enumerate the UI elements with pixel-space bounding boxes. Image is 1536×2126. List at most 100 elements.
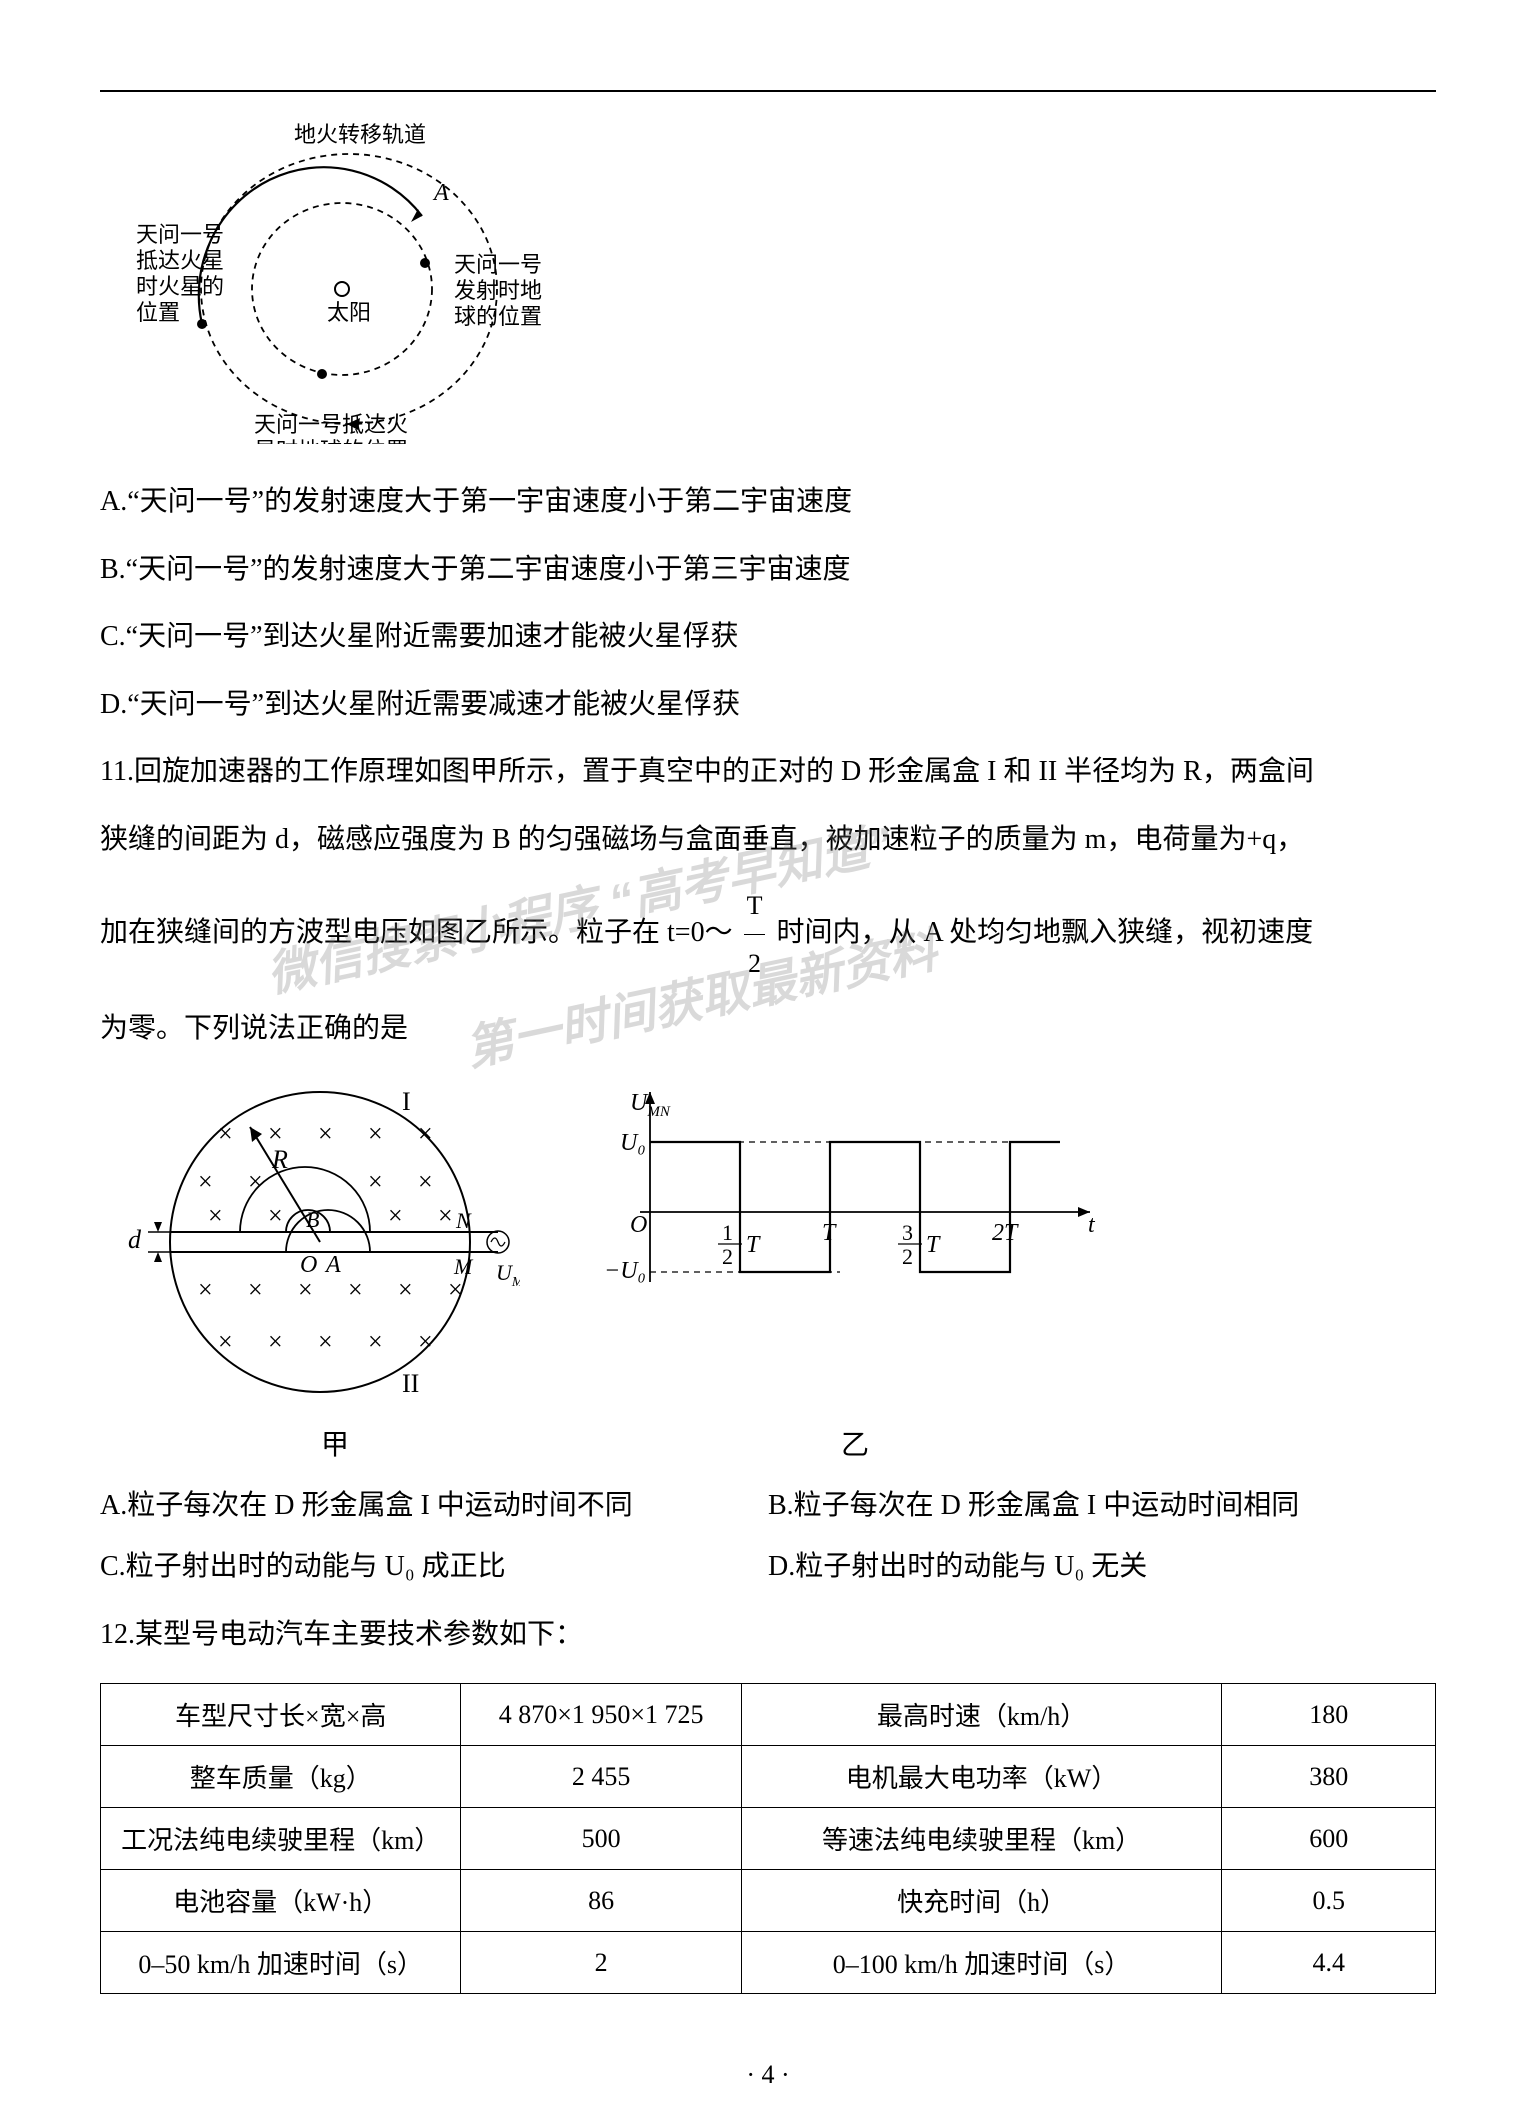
- table-cell: 整车质量（kg）: [101, 1746, 461, 1808]
- q10-option-c: C.“天问一号”到达火星附近需要加速才能被火星俘获: [100, 606, 1436, 668]
- svg-text:d: d: [128, 1225, 142, 1254]
- q11-option-b: B.粒子每次在 D 形金属盒 I 中运动时间相同: [768, 1475, 1436, 1537]
- svg-text:×: ×: [318, 1327, 333, 1356]
- svg-text:×: ×: [368, 1327, 383, 1356]
- table-row: 0–50 km/h 加速时间（s）20–100 km/h 加速时间（s）4.4: [101, 1932, 1436, 1994]
- q12-stem: 12.某型号电动汽车主要技术参数如下：: [100, 1604, 1436, 1666]
- svg-text:×: ×: [248, 1167, 263, 1196]
- svg-text:×: ×: [318, 1119, 333, 1148]
- svg-text:I: I: [402, 1087, 411, 1116]
- launch-pos-label: 天问一号发射时地球的位置: [454, 252, 542, 329]
- q11-stem-1: 11.回旋加速器的工作原理如图甲所示，置于真空中的正对的 D 形金属盒 I 和 …: [100, 741, 1436, 803]
- table-cell: 180: [1222, 1684, 1436, 1746]
- table-cell: 380: [1222, 1746, 1436, 1808]
- table-cell: 电池容量（kW·h）: [101, 1870, 461, 1932]
- svg-text:O: O: [300, 1252, 317, 1278]
- mars-pos-label: 天问一号抵达火星时火星的位置: [136, 222, 224, 325]
- table-cell: 4.4: [1222, 1932, 1436, 1994]
- q10-option-d: D.“天问一号”到达火星附近需要减速才能被火星俘获: [100, 674, 1436, 736]
- caption-right: 乙: [590, 1423, 1120, 1463]
- table-cell: 4 870×1 950×1 725: [461, 1684, 741, 1746]
- svg-text:×: ×: [218, 1327, 233, 1356]
- horizontal-rule: [100, 90, 1436, 92]
- point-A-label: A: [432, 180, 449, 206]
- svg-text:2T: 2T: [992, 1220, 1019, 1246]
- svg-text:×: ×: [298, 1275, 313, 1304]
- orbit-diagram: 太阳 地火转移轨道 A 天问一号抵达火星时火星的位置 天问一号发射时地球的位置 …: [124, 114, 1436, 449]
- svg-text:×: ×: [208, 1201, 223, 1230]
- q11-stem-4: 为零。下列说法正确的是: [100, 998, 1436, 1060]
- waveform-diagram: UMN U₀ −U₀ O t 1 2 T T 3 2 T 2T: [590, 1072, 1120, 1322]
- q11-stem-2: 狭缝的间距为 d，磁感应强度为 B 的匀强磁场与盒面垂直，被加速粒子的质量为 m…: [100, 809, 1436, 871]
- table-cell: 0–100 km/h 加速时间（s）: [741, 1932, 1222, 1994]
- svg-text:3: 3: [902, 1220, 913, 1245]
- svg-text:×: ×: [418, 1119, 433, 1148]
- q12-spec-table: 车型尺寸长×宽×高4 870×1 950×1 725最高时速（km/h）180整…: [100, 1683, 1436, 1994]
- svg-text:1: 1: [722, 1220, 733, 1245]
- table-cell: 2: [461, 1932, 741, 1994]
- svg-text:×: ×: [268, 1201, 283, 1230]
- q11-options-row1: A.粒子每次在 D 形金属盒 I 中运动时间不同 B.粒子每次在 D 形金属盒 …: [100, 1475, 1436, 1537]
- svg-text:×: ×: [268, 1327, 283, 1356]
- transfer-orbit-label: 地火转移轨道: [294, 122, 426, 147]
- svg-text:O: O: [630, 1212, 647, 1238]
- q11-option-c: C.粒子射出时的动能与 U₀ 成正比: [100, 1536, 768, 1598]
- q11-captions: 甲 乙: [100, 1423, 1436, 1463]
- svg-text:×: ×: [248, 1275, 263, 1304]
- fraction-T-over-2: T 2: [744, 877, 766, 992]
- caption-left: 甲: [100, 1423, 570, 1463]
- svg-text:t: t: [1088, 1212, 1096, 1238]
- table-row: 电池容量（kW·h）86快充时间（h）0.5: [101, 1870, 1436, 1932]
- table-cell: 500: [461, 1808, 741, 1870]
- svg-text:II: II: [402, 1369, 419, 1398]
- svg-text:A: A: [324, 1252, 341, 1278]
- q11-options-row2: C.粒子射出时的动能与 U₀ 成正比 D.粒子射出时的动能与 U₀ 无关: [100, 1536, 1436, 1598]
- q11-stem-3: 加在狭缝间的方波型电压如图乙所示。粒子在 t=0～ T 2 时间内，从 A 处均…: [100, 877, 1436, 992]
- svg-text:×: ×: [368, 1119, 383, 1148]
- table-cell: 电机最大电功率（kW）: [741, 1746, 1222, 1808]
- svg-text:2: 2: [902, 1244, 913, 1269]
- svg-text:2: 2: [722, 1244, 733, 1269]
- svg-text:B: B: [306, 1207, 319, 1232]
- table-cell: 2 455: [461, 1746, 741, 1808]
- svg-text:×: ×: [198, 1167, 213, 1196]
- earth-arrival-label: 天问一号抵达火星时地球的位置: [254, 412, 408, 444]
- table-row: 整车质量（kg）2 455电机最大电功率（kW）380: [101, 1746, 1436, 1808]
- table-row: 工况法纯电续驶里程（km）500等速法纯电续驶里程（km）600: [101, 1808, 1436, 1870]
- svg-text:T: T: [926, 1232, 941, 1258]
- svg-text:UMN: UMN: [496, 1260, 520, 1290]
- table-cell: 600: [1222, 1808, 1436, 1870]
- q10-option-a: A.“天问一号”的发射速度大于第一宇宙速度小于第二宇宙速度: [100, 471, 1436, 533]
- svg-text:R: R: [271, 1145, 288, 1174]
- sun-label: 太阳: [327, 300, 371, 325]
- svg-text:×: ×: [418, 1327, 433, 1356]
- svg-text:×: ×: [398, 1275, 413, 1304]
- svg-text:×: ×: [218, 1119, 233, 1148]
- svg-text:×: ×: [418, 1167, 433, 1196]
- table-cell: 86: [461, 1870, 741, 1932]
- svg-text:×: ×: [448, 1275, 463, 1304]
- svg-text:−U₀: −U₀: [604, 1258, 646, 1284]
- q10-option-b: B.“天问一号”的发射速度大于第二宇宙速度小于第三宇宙速度: [100, 539, 1436, 601]
- table-row: 车型尺寸长×宽×高4 870×1 950×1 725最高时速（km/h）180: [101, 1684, 1436, 1746]
- q11-option-d: D.粒子射出时的动能与 U₀ 无关: [768, 1536, 1436, 1598]
- cyclotron-diagram: ××××× ×××× ×××× ×××××× ××××× R d B O A: [100, 1072, 520, 1412]
- svg-text:×: ×: [388, 1201, 403, 1230]
- svg-text:×: ×: [368, 1167, 383, 1196]
- page-number: · 4 ·: [0, 2060, 1536, 2090]
- q11-diagrams: ××××× ×××× ×××× ×××××× ××××× R d B O A: [100, 1072, 1436, 1417]
- table-cell: 快充时间（h）: [741, 1870, 1222, 1932]
- table-cell: 0–50 km/h 加速时间（s）: [101, 1932, 461, 1994]
- svg-text:×: ×: [438, 1201, 453, 1230]
- table-cell: 等速法纯电续驶里程（km）: [741, 1808, 1222, 1870]
- table-cell: 车型尺寸长×宽×高: [101, 1684, 461, 1746]
- svg-text:N: N: [455, 1208, 472, 1233]
- table-cell: 0.5: [1222, 1870, 1436, 1932]
- svg-text:×: ×: [348, 1275, 363, 1304]
- svg-text:T: T: [822, 1220, 837, 1246]
- svg-text:U₀: U₀: [620, 1130, 646, 1156]
- svg-text:M: M: [453, 1254, 474, 1279]
- table-cell: 工况法纯电续驶里程（km）: [101, 1808, 461, 1870]
- table-cell: 最高时速（km/h）: [741, 1684, 1222, 1746]
- q11-option-a: A.粒子每次在 D 形金属盒 I 中运动时间不同: [100, 1475, 768, 1537]
